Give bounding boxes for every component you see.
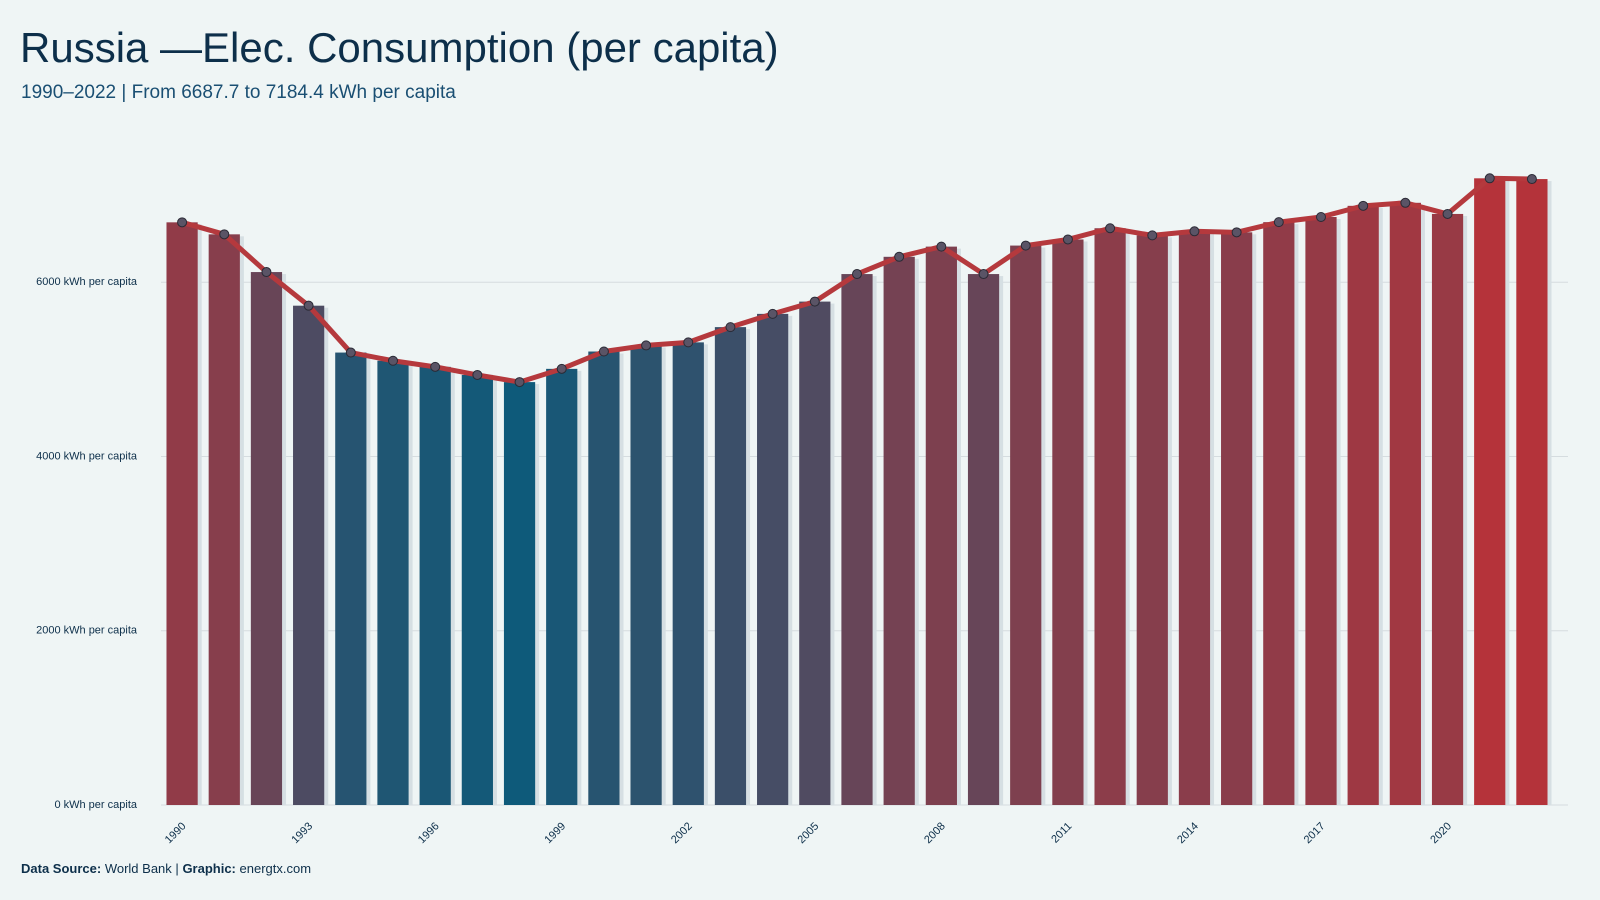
marker (1484, 173, 1495, 184)
graphic-label: Graphic: (182, 861, 235, 876)
bar (799, 301, 831, 805)
marker (1316, 211, 1326, 222)
bar (588, 351, 620, 805)
marker (1358, 200, 1369, 211)
x-tick-label: 2014 (1175, 820, 1201, 846)
marker (177, 217, 188, 228)
bar (208, 234, 240, 806)
marker (1147, 230, 1158, 241)
marker (767, 308, 778, 319)
bar (714, 327, 747, 805)
marker (1400, 197, 1411, 208)
x-tick-label: 2011 (1049, 820, 1074, 845)
bar (377, 360, 409, 805)
marker (1273, 217, 1284, 228)
chart-subtitle: 1990–2022 | From 6687.7 to 7184.4 kWh pe… (21, 82, 456, 103)
marker (852, 269, 862, 280)
marker (261, 267, 272, 278)
bar (1347, 205, 1379, 805)
marker (345, 347, 356, 358)
x-tick-label: 2002 (669, 820, 695, 846)
marker (1442, 208, 1453, 219)
y-tick-label: 2000 kWh per capita (36, 625, 138, 637)
x-tick-label: 1999 (542, 820, 568, 846)
bar (967, 274, 1000, 805)
marker (809, 296, 820, 307)
x-tick-label: 2005 (796, 820, 822, 846)
bar (250, 272, 283, 805)
y-tick-label: 0 kWh per capita (54, 799, 137, 811)
bar (1474, 178, 1506, 805)
marker (303, 300, 314, 311)
marker (472, 369, 483, 380)
marker (1189, 226, 1200, 237)
marker (514, 377, 525, 388)
bar (1263, 222, 1295, 806)
y-tick-label: 4000 kWh per capita (36, 450, 138, 462)
bar (293, 305, 325, 805)
bar (1221, 232, 1253, 805)
bar (925, 246, 957, 806)
source: World Bank (105, 861, 172, 876)
y-tick-label: 6000 kWh per capita (36, 276, 138, 288)
bar (419, 366, 451, 805)
bar (503, 382, 536, 805)
bar (841, 274, 873, 805)
source-label: Data Source: (21, 861, 101, 876)
marker (556, 363, 567, 374)
marker (683, 337, 694, 348)
chart-title: Russia —Elec. Consumption (per capita) (20, 24, 779, 71)
marker (1526, 174, 1537, 185)
footer: Data Source: World Bank | Graphic: energ… (21, 861, 311, 876)
marker (1105, 223, 1116, 234)
x-tick-label: 2020 (1428, 820, 1454, 846)
bar (1516, 179, 1548, 805)
bar (1305, 216, 1337, 805)
marker (388, 355, 398, 366)
marker (936, 241, 947, 252)
bar (757, 313, 789, 805)
x-tick-label: 1993 (289, 820, 315, 846)
bar (546, 368, 578, 805)
x-tick-label: 2017 (1302, 820, 1328, 846)
marker (430, 361, 441, 372)
separator: | (175, 861, 178, 876)
marker (598, 346, 609, 357)
bar (1431, 213, 1464, 806)
bar (1094, 228, 1126, 806)
bar (166, 222, 198, 806)
bar (883, 256, 915, 805)
bar (335, 352, 367, 805)
marker (725, 322, 736, 333)
bar (1389, 202, 1421, 806)
bar (1178, 231, 1211, 806)
x-tick-label: 1990 (163, 820, 189, 846)
marker (1020, 240, 1031, 251)
bar (1052, 239, 1084, 805)
x-tick-label: 2008 (922, 820, 948, 846)
graphic: energtx.com (240, 861, 312, 876)
marker (641, 340, 652, 351)
bar (672, 342, 704, 805)
marker (1231, 227, 1242, 238)
bar (630, 345, 662, 805)
marker (894, 251, 905, 262)
bar (461, 374, 493, 805)
bar (1010, 245, 1042, 805)
x-tick-label: 1996 (416, 820, 442, 846)
marker (1062, 234, 1073, 245)
marker (978, 269, 989, 280)
marker (219, 229, 230, 240)
bar (1136, 235, 1168, 805)
